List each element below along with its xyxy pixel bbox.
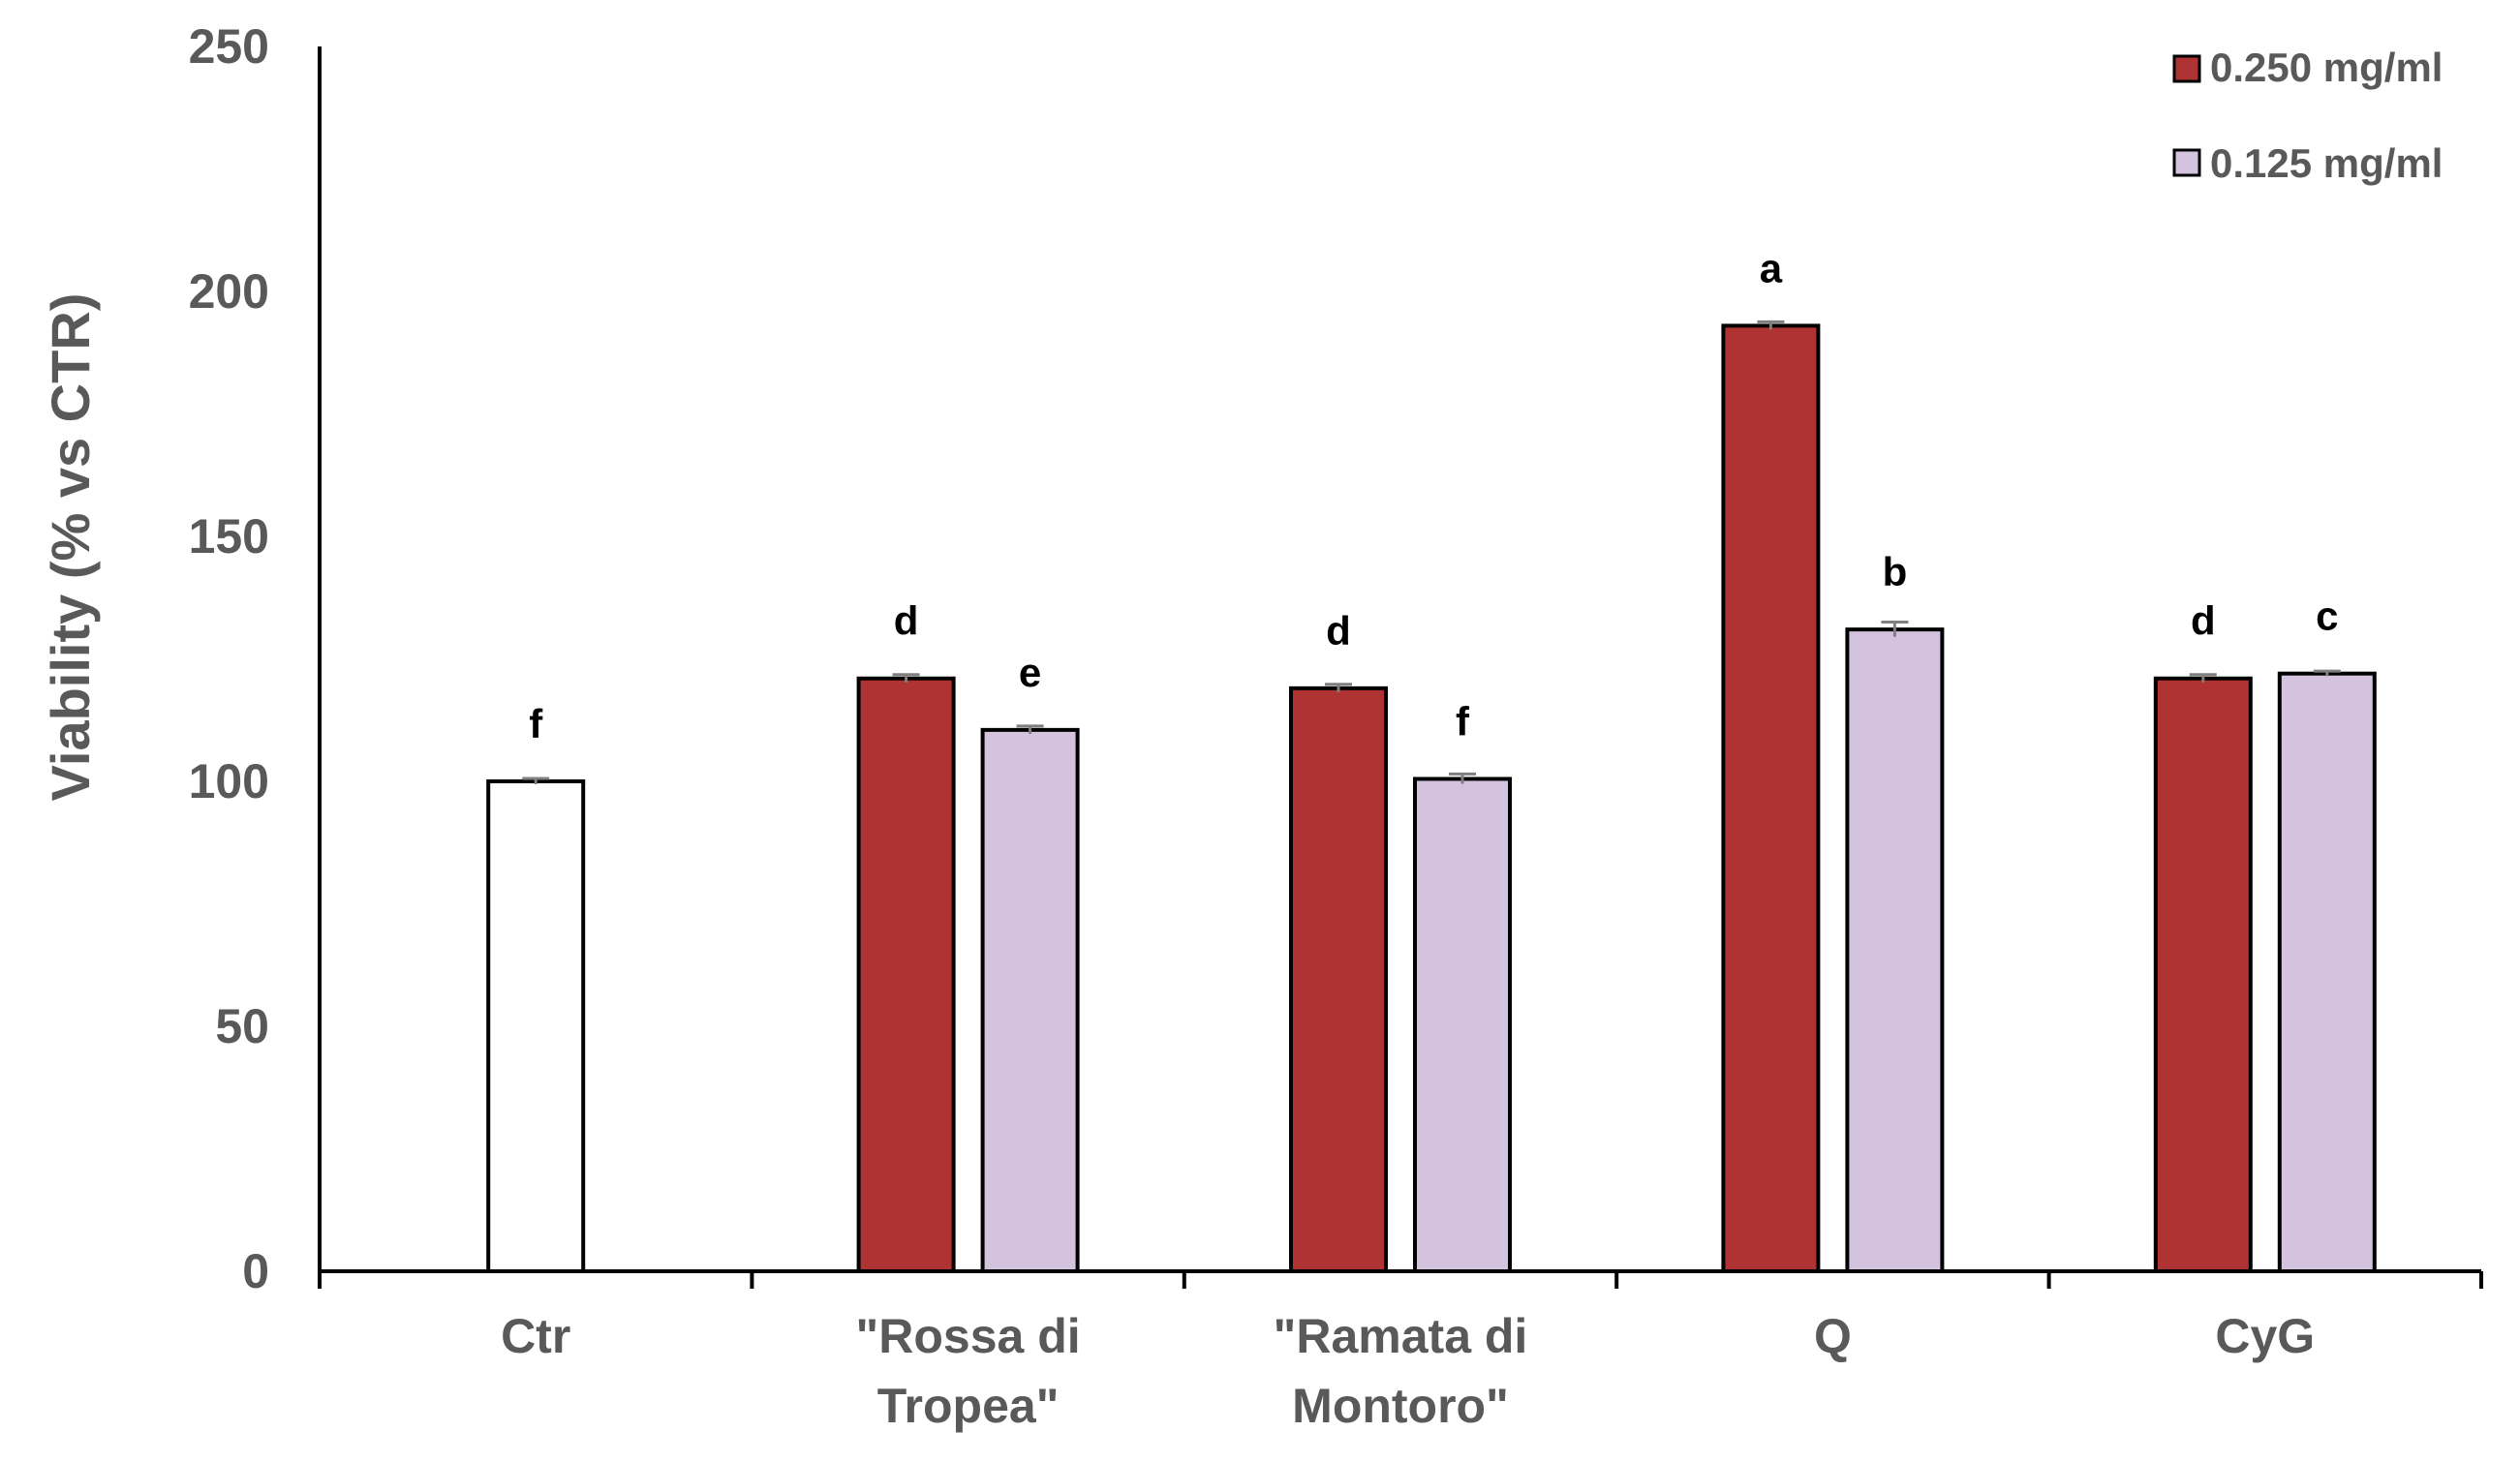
y-tick-label: 150 [189,509,269,563]
y-tick-label: 0 [242,1244,269,1298]
bar-series-1-cat-3 [1721,323,1821,1274]
bar-series-1-cat-2 [1289,685,1388,1273]
significance-label-series-2-cat-3: b [1883,549,1908,594]
x-category-label: Q [1814,1309,1852,1363]
y-axis-label: Viability (% vs CTR) [40,293,101,802]
y-tick-label: 100 [189,754,269,808]
significance-label-series-2-cat-2: f [1456,698,1470,744]
y-tick-label: 200 [189,264,269,319]
bar-series-1-cat-1 [856,676,956,1273]
bar-series-1-cat-4 [2153,676,2253,1273]
significance-label-series-1-cat-2: d [1326,608,1351,654]
significance-label-series-2-cat-1: e [1019,650,1041,695]
legend: 0.250 mg/ml 0.125 mg/ml [2172,45,2443,186]
significance-label-control: f [529,701,543,746]
legend-swatch-series-1 [2172,54,2201,83]
axes [318,46,2483,1289]
x-category-label: "Rossa di Tropea" [856,1309,1081,1433]
bar-series-2-cat-2 [1413,777,1512,1273]
labels: 0 50 100 150 200 250 Ctr "Rossa di Tropea" "Ramat… [189,19,2339,1433]
legend-label-series-2: 0.125 mg/ml [2210,140,2443,186]
significance-label-series-1-cat-4: d [2191,598,2216,644]
bar-series-2-cat-4 [2277,671,2377,1273]
legend-label-series-1: 0.250 mg/ml [2210,45,2443,90]
x-category-label: CyG [2215,1309,2315,1363]
bars [486,320,2377,1274]
x-category-label: Ctr [501,1309,570,1363]
significance-label-series-1-cat-1: d [894,598,919,644]
bar-series-2-cat-3 [1845,627,1945,1273]
bar-series-2-cat-1 [980,727,1080,1273]
bar-control [486,779,586,1273]
legend-swatch-series-2 [2172,148,2201,177]
x-category-label: "Ramata di Montoro" [1274,1309,1528,1433]
y-tick-label: 250 [189,19,269,74]
y-tick-label: 50 [215,999,269,1053]
significance-label-series-2-cat-4: c [2316,594,2338,639]
significance-label-series-1-cat-3: a [1760,245,1783,290]
